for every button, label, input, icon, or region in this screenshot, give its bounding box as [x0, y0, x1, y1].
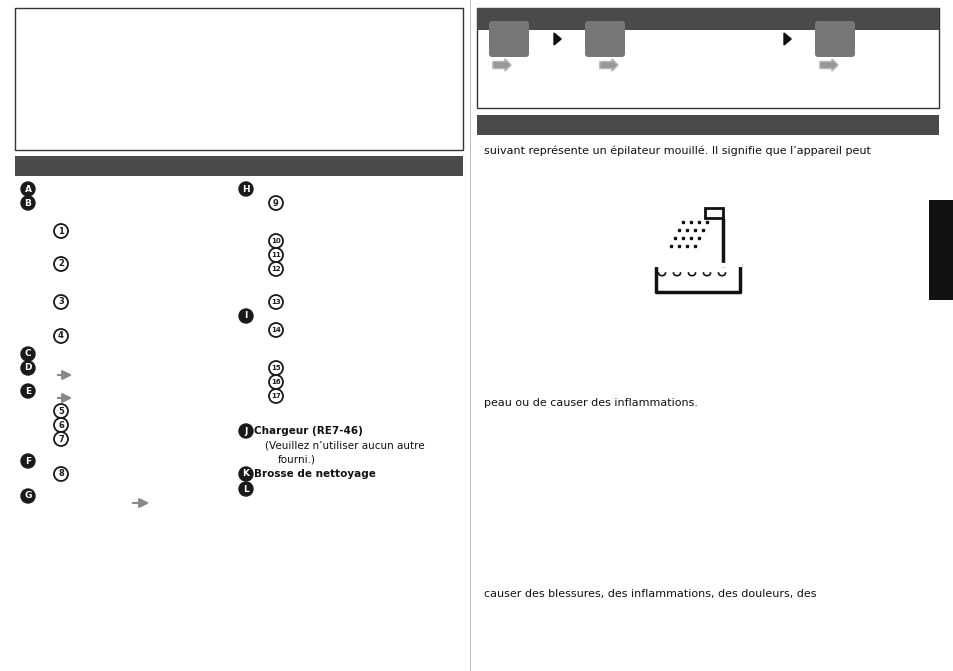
Circle shape: [269, 375, 283, 389]
Text: causer des blessures, des inflammations, des douleurs, des: causer des blessures, des inflammations,…: [483, 589, 816, 599]
Bar: [476, 8, 938, 108]
Circle shape: [269, 361, 283, 375]
Bar: [704, 208, 722, 218]
Text: 1: 1: [58, 227, 64, 236]
Text: C: C: [25, 350, 31, 358]
Text: Chargeur (RE7-46): Chargeur (RE7-46): [253, 426, 362, 436]
Circle shape: [54, 467, 68, 481]
Text: 4: 4: [58, 331, 64, 340]
Circle shape: [54, 257, 68, 271]
Circle shape: [239, 424, 253, 438]
Bar: [15, 8, 462, 150]
Polygon shape: [599, 59, 618, 71]
Polygon shape: [554, 33, 560, 45]
Circle shape: [21, 347, 35, 361]
Circle shape: [269, 389, 283, 403]
Text: 6: 6: [58, 421, 64, 429]
Text: 8: 8: [58, 470, 64, 478]
Text: 15: 15: [271, 365, 280, 371]
Polygon shape: [493, 59, 511, 71]
Circle shape: [269, 295, 283, 309]
Text: 11: 11: [271, 252, 280, 258]
Text: L: L: [243, 484, 249, 493]
Bar: [928, 200, 953, 300]
Bar: [15, 156, 462, 176]
Bar: [476, 8, 938, 30]
Circle shape: [54, 418, 68, 432]
Text: H: H: [242, 185, 250, 193]
Circle shape: [269, 323, 283, 337]
Text: 3: 3: [58, 297, 64, 307]
Text: 10: 10: [271, 238, 280, 244]
Text: 5: 5: [58, 407, 64, 415]
Circle shape: [269, 262, 283, 276]
Circle shape: [21, 454, 35, 468]
Text: Brosse de nettoyage: Brosse de nettoyage: [253, 469, 375, 479]
Text: 7: 7: [58, 435, 64, 444]
Circle shape: [54, 432, 68, 446]
Circle shape: [239, 467, 253, 481]
Circle shape: [21, 196, 35, 210]
Text: J: J: [244, 427, 248, 435]
Text: 12: 12: [271, 266, 280, 272]
Text: 2: 2: [58, 260, 64, 268]
FancyBboxPatch shape: [584, 21, 624, 57]
Text: B: B: [25, 199, 31, 207]
Text: G: G: [24, 491, 31, 501]
Text: 17: 17: [271, 393, 280, 399]
Circle shape: [239, 482, 253, 496]
Polygon shape: [820, 59, 837, 71]
Text: 14: 14: [271, 327, 280, 333]
Text: fourni.): fourni.): [277, 454, 315, 464]
FancyBboxPatch shape: [489, 21, 529, 57]
Text: I: I: [244, 311, 248, 321]
Text: A: A: [25, 185, 31, 193]
Circle shape: [269, 196, 283, 210]
Text: E: E: [25, 386, 31, 395]
Circle shape: [21, 361, 35, 375]
Circle shape: [269, 234, 283, 248]
Text: D: D: [24, 364, 31, 372]
Text: 9: 9: [273, 199, 278, 207]
Circle shape: [21, 489, 35, 503]
Text: K: K: [242, 470, 250, 478]
Circle shape: [269, 248, 283, 262]
Polygon shape: [783, 33, 790, 45]
Text: suivant représente un épilateur mouillé. Il signifie que l’appareil peut: suivant représente un épilateur mouillé.…: [483, 146, 870, 156]
Text: F: F: [25, 456, 31, 466]
Text: 13: 13: [271, 299, 280, 305]
FancyBboxPatch shape: [814, 21, 854, 57]
Circle shape: [21, 384, 35, 398]
Bar: [476, 115, 938, 135]
Text: (Veuillez n’utiliser aucun autre: (Veuillez n’utiliser aucun autre: [265, 440, 424, 450]
Text: peau ou de causer des inflammations.: peau ou de causer des inflammations.: [483, 398, 698, 408]
Circle shape: [54, 295, 68, 309]
Text: 16: 16: [271, 379, 280, 385]
Circle shape: [54, 224, 68, 238]
Circle shape: [54, 404, 68, 418]
Circle shape: [54, 329, 68, 343]
Circle shape: [239, 309, 253, 323]
Circle shape: [239, 182, 253, 196]
Circle shape: [21, 182, 35, 196]
